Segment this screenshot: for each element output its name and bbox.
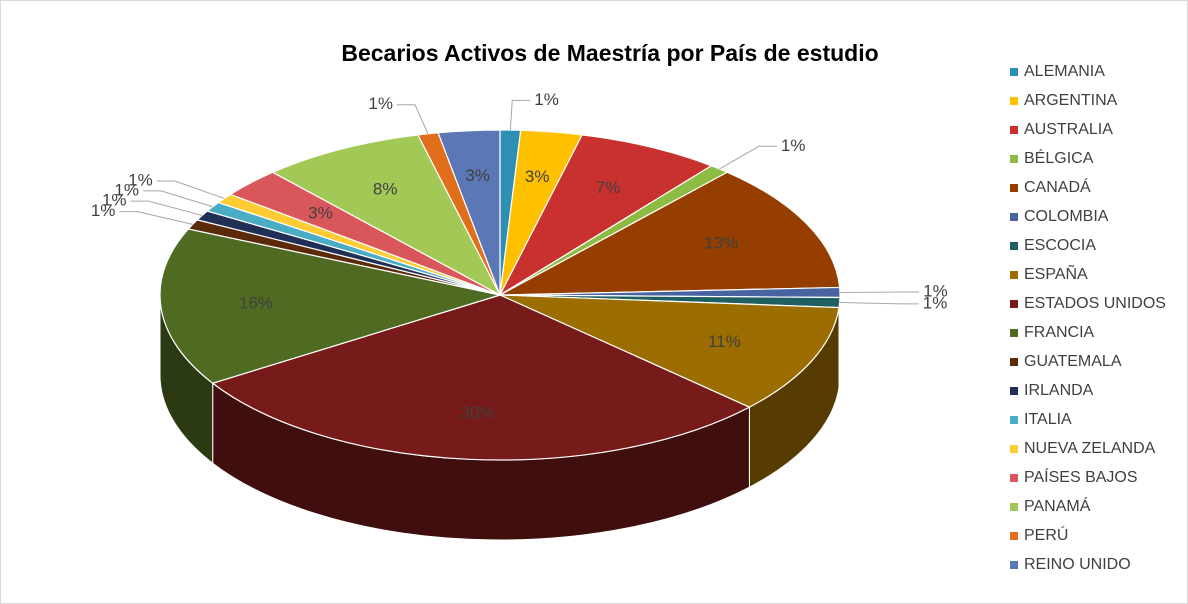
pie-slice <box>499 171 841 296</box>
legend-swatch <box>1010 358 1018 366</box>
legend-swatch <box>1010 445 1018 453</box>
legend-label: ARGENTINA <box>1024 92 1118 109</box>
legend-swatch <box>1010 503 1018 511</box>
legend-label: NUEVA ZELANDA <box>1024 440 1156 457</box>
legend-swatch <box>1010 532 1018 540</box>
data-label: 3% <box>465 166 490 185</box>
legend-swatch <box>1010 184 1018 192</box>
legend-label: ESPAÑA <box>1024 263 1088 283</box>
pie-slice <box>159 228 503 384</box>
legend-label: PANAMÁ <box>1024 496 1091 515</box>
legend-label: GUATEMALA <box>1024 353 1122 370</box>
pie-slice <box>271 134 502 297</box>
legend-swatch <box>1010 300 1018 308</box>
leader-line <box>130 200 203 216</box>
data-label: 16% <box>239 294 273 313</box>
data-label: 1% <box>102 191 127 210</box>
data-label: 1% <box>128 171 153 190</box>
legend-label: ESTADOS UNIDOS <box>1024 295 1166 312</box>
legend-swatch <box>1010 155 1018 163</box>
leader-line <box>719 145 777 170</box>
legend-swatch <box>1010 561 1018 569</box>
legend-swatch <box>1010 213 1018 221</box>
pie-slice <box>498 134 713 297</box>
legend-swatch <box>1010 126 1018 134</box>
data-label: 8% <box>373 180 398 199</box>
leader-line <box>142 190 213 208</box>
leader-line <box>509 99 531 131</box>
leader-line <box>396 104 429 134</box>
legend-label: REINO UNIDO <box>1024 556 1131 573</box>
legend-swatch <box>1010 242 1018 250</box>
legend-label: COLOMBIA <box>1024 208 1109 225</box>
legend-swatch <box>1010 416 1018 424</box>
legend-swatch <box>1010 329 1018 337</box>
legend-label: AUSTRALIA <box>1024 121 1113 138</box>
legend-label: BÉLGICA <box>1024 148 1094 167</box>
data-label: 3% <box>308 204 333 223</box>
data-label: 3% <box>525 167 550 186</box>
legend-label: IRLANDA <box>1024 382 1094 399</box>
data-label: 1% <box>923 293 948 312</box>
data-label: 1% <box>534 90 559 109</box>
legend-label: FRANCIA <box>1024 324 1095 341</box>
data-label: 1% <box>91 201 116 220</box>
data-label: 1% <box>368 94 393 113</box>
legend-label: ALEMANIA <box>1024 63 1105 80</box>
pie-slice <box>211 294 751 461</box>
legend-label: CANADÁ <box>1024 177 1091 196</box>
pie-slice <box>499 294 840 408</box>
legend-label: ESCOCIA <box>1024 237 1096 254</box>
data-label: 1% <box>781 136 806 155</box>
leader-line <box>839 302 919 305</box>
legend-label: ITALIA <box>1024 411 1072 428</box>
legend-swatch <box>1010 97 1018 105</box>
data-label: 1% <box>114 180 139 199</box>
pie-slice <box>437 129 501 296</box>
data-label: 13% <box>704 234 738 253</box>
legend-swatch <box>1010 68 1018 76</box>
data-label: 11% <box>708 332 741 351</box>
legend-label: PAÍSES BAJOS <box>1024 467 1138 486</box>
chart-title: Becarios Activos de Maestría por País de… <box>341 40 878 66</box>
legend-swatch <box>1010 474 1018 482</box>
data-label: 7% <box>596 178 621 197</box>
leader-line <box>156 180 225 199</box>
leader-line <box>119 211 193 225</box>
legend-swatch <box>1010 387 1018 395</box>
data-label: 30% <box>461 403 495 422</box>
legend-label: PERÚ <box>1024 525 1068 544</box>
legend-swatch <box>1010 271 1018 279</box>
data-label: 1% <box>923 282 948 301</box>
